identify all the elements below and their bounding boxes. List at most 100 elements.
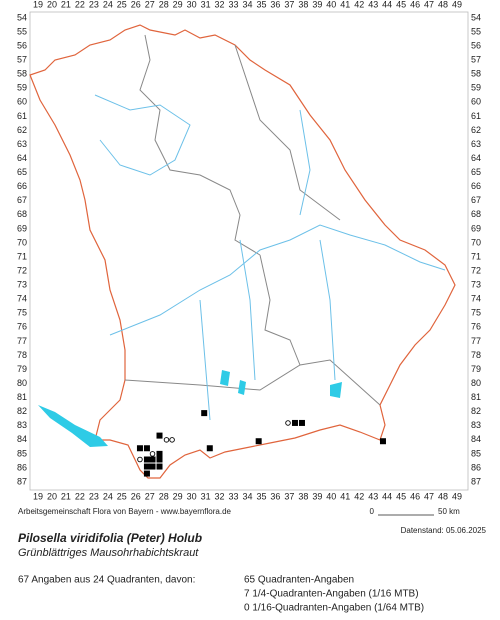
river bbox=[299, 109, 311, 216]
scale-start: 0 bbox=[370, 507, 375, 516]
column-label: 29 bbox=[173, 491, 183, 501]
column-label: 19 bbox=[33, 491, 43, 501]
column-label: 26 bbox=[131, 0, 141, 9]
row-label: 82 bbox=[17, 406, 27, 416]
row-label: 74 bbox=[17, 294, 27, 304]
column-label: 28 bbox=[159, 491, 169, 501]
occurrence-filled bbox=[156, 463, 163, 470]
row-label: 85 bbox=[17, 448, 27, 458]
row-label: 75 bbox=[17, 308, 27, 318]
row-label: 87 bbox=[471, 476, 481, 486]
column-label: 35 bbox=[256, 0, 266, 9]
column-label: 25 bbox=[117, 491, 127, 501]
column-label: 38 bbox=[298, 491, 308, 501]
column-label: 22 bbox=[75, 491, 85, 501]
row-label: 69 bbox=[471, 223, 481, 233]
column-label: 37 bbox=[284, 0, 294, 9]
column-label: 26 bbox=[131, 491, 141, 501]
row-label: 65 bbox=[471, 167, 481, 177]
column-label: 36 bbox=[270, 491, 280, 501]
district-border bbox=[259, 254, 301, 366]
column-label: 20 bbox=[47, 0, 57, 9]
occurrence-filled bbox=[143, 470, 150, 477]
row-label: 67 bbox=[17, 195, 27, 205]
occurrence-open bbox=[169, 437, 175, 443]
scale-end: 50 km bbox=[438, 507, 460, 516]
column-label: 45 bbox=[396, 0, 406, 9]
row-label: 82 bbox=[471, 406, 481, 416]
column-label: 28 bbox=[159, 0, 169, 9]
row-label: 81 bbox=[471, 392, 481, 402]
column-label: 48 bbox=[438, 491, 448, 501]
row-label: 86 bbox=[17, 462, 27, 472]
column-label: 44 bbox=[382, 491, 392, 501]
column-label: 47 bbox=[424, 0, 434, 9]
row-label: 86 bbox=[471, 462, 481, 472]
column-label: 49 bbox=[452, 0, 462, 9]
column-label: 34 bbox=[242, 491, 252, 501]
river bbox=[94, 94, 191, 176]
column-label: 48 bbox=[438, 0, 448, 9]
row-label: 58 bbox=[471, 69, 481, 79]
row-label: 70 bbox=[17, 237, 27, 247]
district-border bbox=[124, 359, 381, 406]
column-label: 23 bbox=[89, 0, 99, 9]
stats-line: 7 1/4-Quadranten-Angaben (1/16 MTB) bbox=[244, 589, 419, 600]
row-label: 78 bbox=[17, 350, 27, 360]
lake bbox=[38, 405, 108, 447]
row-label: 75 bbox=[471, 308, 481, 318]
column-label: 37 bbox=[284, 491, 294, 501]
row-label: 84 bbox=[17, 434, 27, 444]
column-label: 47 bbox=[424, 491, 434, 501]
lake bbox=[330, 382, 342, 398]
column-label: 39 bbox=[312, 0, 322, 9]
river bbox=[239, 239, 256, 381]
row-label: 72 bbox=[471, 265, 481, 275]
column-label: 34 bbox=[242, 0, 252, 9]
occurrence-filled bbox=[143, 445, 150, 452]
row-label: 81 bbox=[17, 392, 27, 402]
row-label: 62 bbox=[17, 125, 27, 135]
species-name: Pilosella viridifolia (Peter) Holub bbox=[18, 531, 202, 545]
column-label: 33 bbox=[229, 491, 239, 501]
occurrence-filled bbox=[143, 456, 150, 463]
date: Datenstand: 05.06.2025 bbox=[401, 526, 487, 535]
occurrence-filled bbox=[149, 463, 156, 470]
row-label: 61 bbox=[17, 111, 27, 121]
occurrence-filled bbox=[149, 456, 156, 463]
lake bbox=[238, 380, 246, 395]
row-label: 61 bbox=[471, 111, 481, 121]
occurrence-open bbox=[285, 420, 291, 426]
map-frame bbox=[29, 11, 469, 491]
occurrence-filled bbox=[298, 419, 305, 426]
stats-line: 0 1/16-Quadranten-Angaben (1/64 MTB) bbox=[244, 603, 424, 614]
river bbox=[109, 224, 446, 336]
stats-line: 65 Quadranten-Angaben bbox=[244, 575, 354, 586]
row-label: 63 bbox=[17, 139, 27, 149]
credit: Arbeitsgemeinschaft Flora von Bayern - w… bbox=[18, 507, 232, 516]
row-label: 68 bbox=[471, 209, 481, 219]
row-label: 85 bbox=[471, 448, 481, 458]
column-label: 32 bbox=[215, 0, 225, 9]
row-label: 59 bbox=[471, 83, 481, 93]
row-label: 60 bbox=[471, 97, 481, 107]
occurrence-filled bbox=[156, 450, 163, 457]
river bbox=[319, 239, 336, 381]
row-label: 65 bbox=[17, 167, 27, 177]
row-label: 80 bbox=[471, 378, 481, 388]
row-label: 73 bbox=[471, 280, 481, 290]
rivers bbox=[94, 94, 446, 421]
column-label: 43 bbox=[368, 0, 378, 9]
row-label: 71 bbox=[17, 251, 27, 261]
row-label: 73 bbox=[17, 280, 27, 290]
column-label: 46 bbox=[410, 491, 420, 501]
row-label: 54 bbox=[17, 12, 27, 22]
row-label: 78 bbox=[471, 350, 481, 360]
column-label: 49 bbox=[452, 491, 462, 501]
column-label: 45 bbox=[396, 491, 406, 501]
column-label: 43 bbox=[368, 491, 378, 501]
column-label: 41 bbox=[340, 0, 350, 9]
row-label: 87 bbox=[17, 476, 27, 486]
column-label: 21 bbox=[61, 0, 71, 9]
